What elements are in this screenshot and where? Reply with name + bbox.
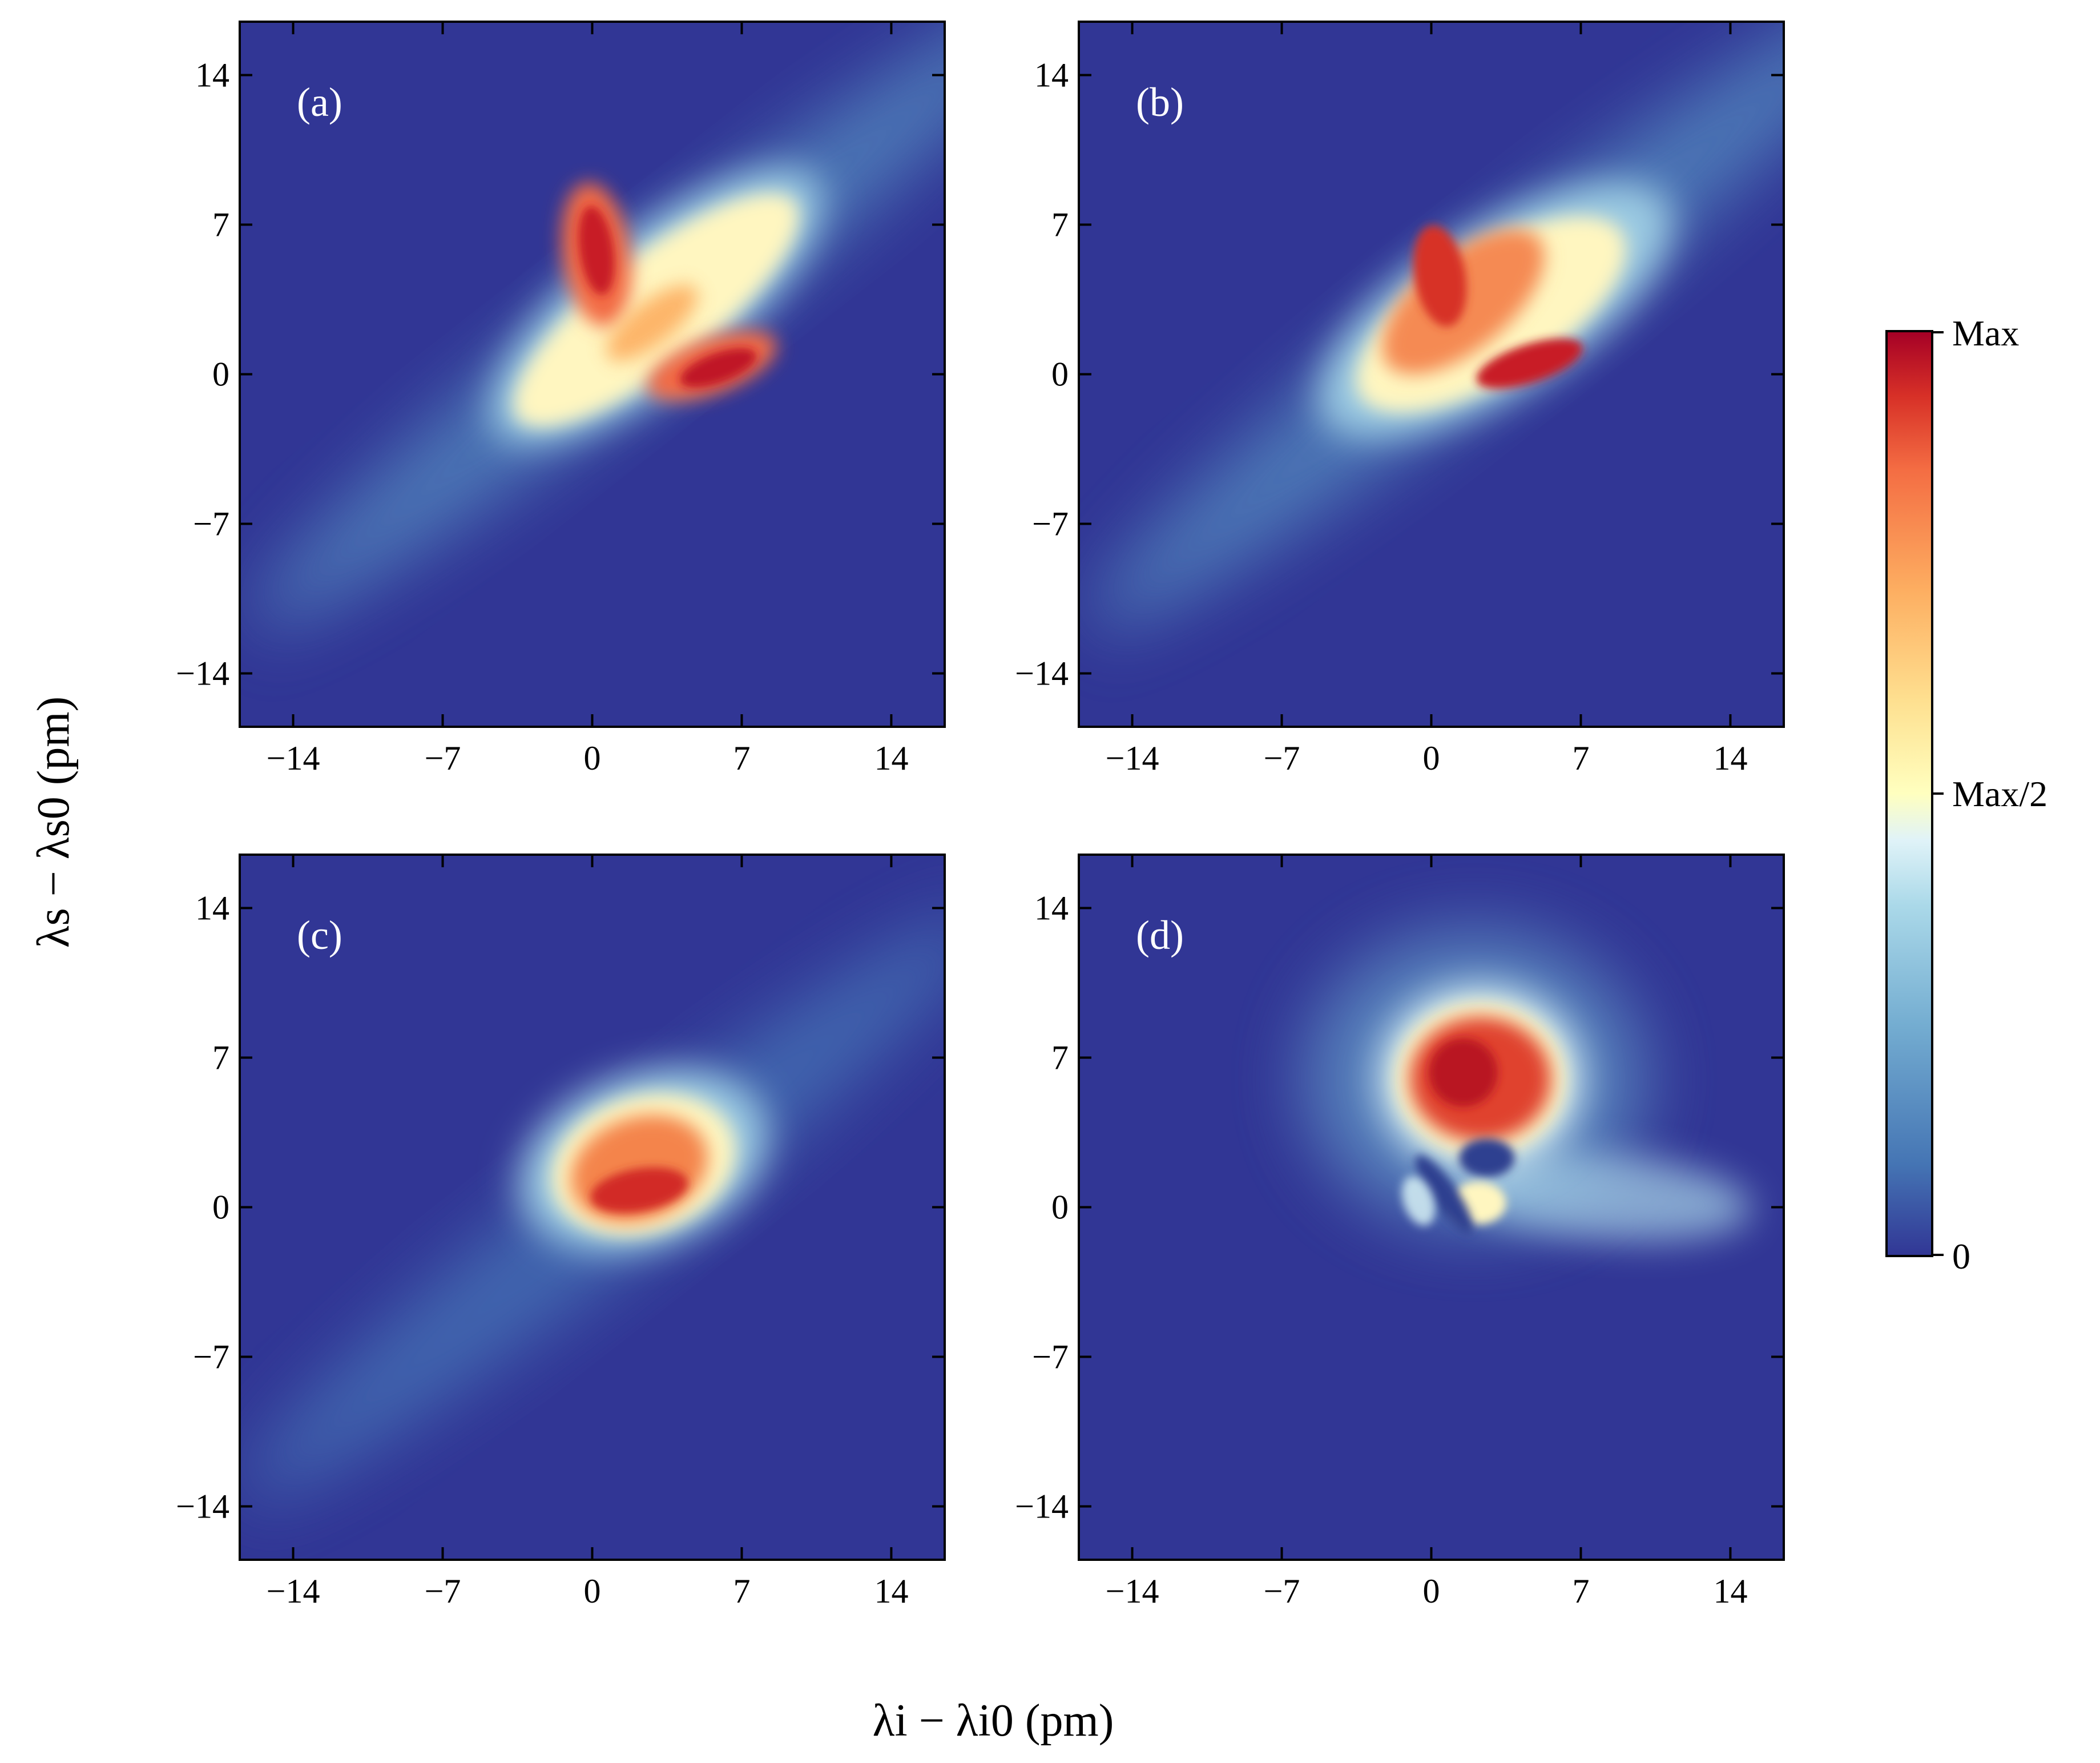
intensity-region — [1415, 1155, 1473, 1234]
panel-d: −14 −7 0 7 14 −14 −7 0 7 14 (d) — [1015, 854, 1785, 1610]
heatmap-area — [1079, 855, 1784, 1560]
colorbar-label-half: Max/2 — [1952, 774, 2047, 814]
x-tick-label: −7 — [425, 1572, 461, 1610]
colorbar-gradient — [1885, 330, 1933, 1257]
y-tick-label: 7 — [1051, 1039, 1069, 1077]
panel-label: (c) — [297, 912, 342, 958]
x-tick-label: −14 — [267, 739, 320, 777]
y-tick-label: 7 — [1051, 206, 1069, 244]
intensity-region — [1459, 1138, 1515, 1178]
y-tick-label: 7 — [212, 206, 229, 244]
y-tick-label: 14 — [195, 889, 229, 927]
y-tick-label: 14 — [1034, 57, 1069, 94]
intensity-region — [606, 284, 698, 361]
y-axis-label: λs − λs0 (pm) — [29, 697, 79, 948]
x-tick-label: −14 — [1106, 1572, 1159, 1610]
heatmap-area — [240, 22, 945, 727]
x-tick-label: 0 — [1423, 1572, 1440, 1610]
intensity-region — [1402, 1176, 1436, 1226]
intensity-region — [1476, 338, 1583, 389]
y-tick-label: −14 — [176, 1487, 229, 1525]
x-axis-label: λi − λi0 (pm) — [873, 1696, 1114, 1746]
intensity-region — [578, 206, 615, 295]
x-tick-label: 0 — [1423, 739, 1440, 777]
y-tick-label: 0 — [212, 356, 229, 393]
x-tick-label: 0 — [584, 1572, 601, 1610]
colorbar-label-zero: 0 — [1952, 1236, 1970, 1277]
intensity-region — [1453, 1152, 1751, 1241]
panel-c: −14 −7 0 7 14 −14 −7 0 7 14 (c) — [176, 854, 946, 1610]
x-tick-label: 14 — [874, 1572, 908, 1610]
panel-label: (b) — [1136, 79, 1184, 125]
intensity-region — [590, 1167, 688, 1213]
x-tick-label: 7 — [733, 1572, 750, 1610]
y-tick-label: 0 — [1051, 1189, 1069, 1226]
x-tick-label: −7 — [1264, 739, 1300, 777]
x-tick-label: 14 — [1713, 1572, 1747, 1610]
x-tick-label: −14 — [267, 1572, 320, 1610]
y-tick-label: −14 — [176, 654, 229, 692]
x-tick-label: 14 — [1713, 739, 1747, 777]
y-tick-label: 0 — [1051, 356, 1069, 393]
intensity-region — [679, 348, 757, 388]
intensity-region — [1413, 225, 1467, 327]
y-tick-label: −14 — [1015, 654, 1069, 692]
panels: −14 −7 0 7 14 −14 −7 0 7 14 (a) −14 −7 0 7 14 −14 −7 0 7 14 (… — [176, 21, 1785, 1610]
x-tick-label: 7 — [1572, 1572, 1589, 1610]
y-tick-label: −7 — [193, 1338, 229, 1375]
intensity-region — [1429, 1038, 1498, 1107]
heatmap-area — [1079, 22, 1784, 727]
panel-b: −14 −7 0 7 14 −14 −7 0 7 14 (b) — [1015, 21, 1785, 777]
x-tick-label: −7 — [1264, 1572, 1300, 1610]
y-tick-label: −7 — [193, 505, 229, 542]
panel-label: (a) — [297, 79, 342, 125]
y-tick-label: −14 — [1015, 1487, 1069, 1525]
x-tick-label: 7 — [1572, 739, 1589, 777]
colorbar-label-max: Max — [1952, 313, 2019, 353]
colorbar: Max Max/2 0 — [1885, 313, 2047, 1277]
x-tick-label: 0 — [584, 739, 601, 777]
y-tick-label: 7 — [212, 1039, 229, 1077]
x-tick-label: 7 — [733, 739, 750, 777]
x-tick-label: −14 — [1106, 739, 1159, 777]
panel-label: (d) — [1136, 912, 1184, 958]
y-tick-label: 14 — [195, 57, 229, 94]
x-tick-label: −7 — [425, 739, 461, 777]
y-tick-label: 0 — [212, 1189, 229, 1226]
y-tick-label: −7 — [1032, 1338, 1069, 1375]
heatmap-area — [240, 855, 945, 1560]
panel-a: −14 −7 0 7 14 −14 −7 0 7 14 (a) — [176, 21, 946, 777]
x-tick-label: 14 — [874, 739, 908, 777]
y-tick-label: −7 — [1032, 505, 1069, 542]
y-tick-label: 14 — [1034, 889, 1069, 927]
